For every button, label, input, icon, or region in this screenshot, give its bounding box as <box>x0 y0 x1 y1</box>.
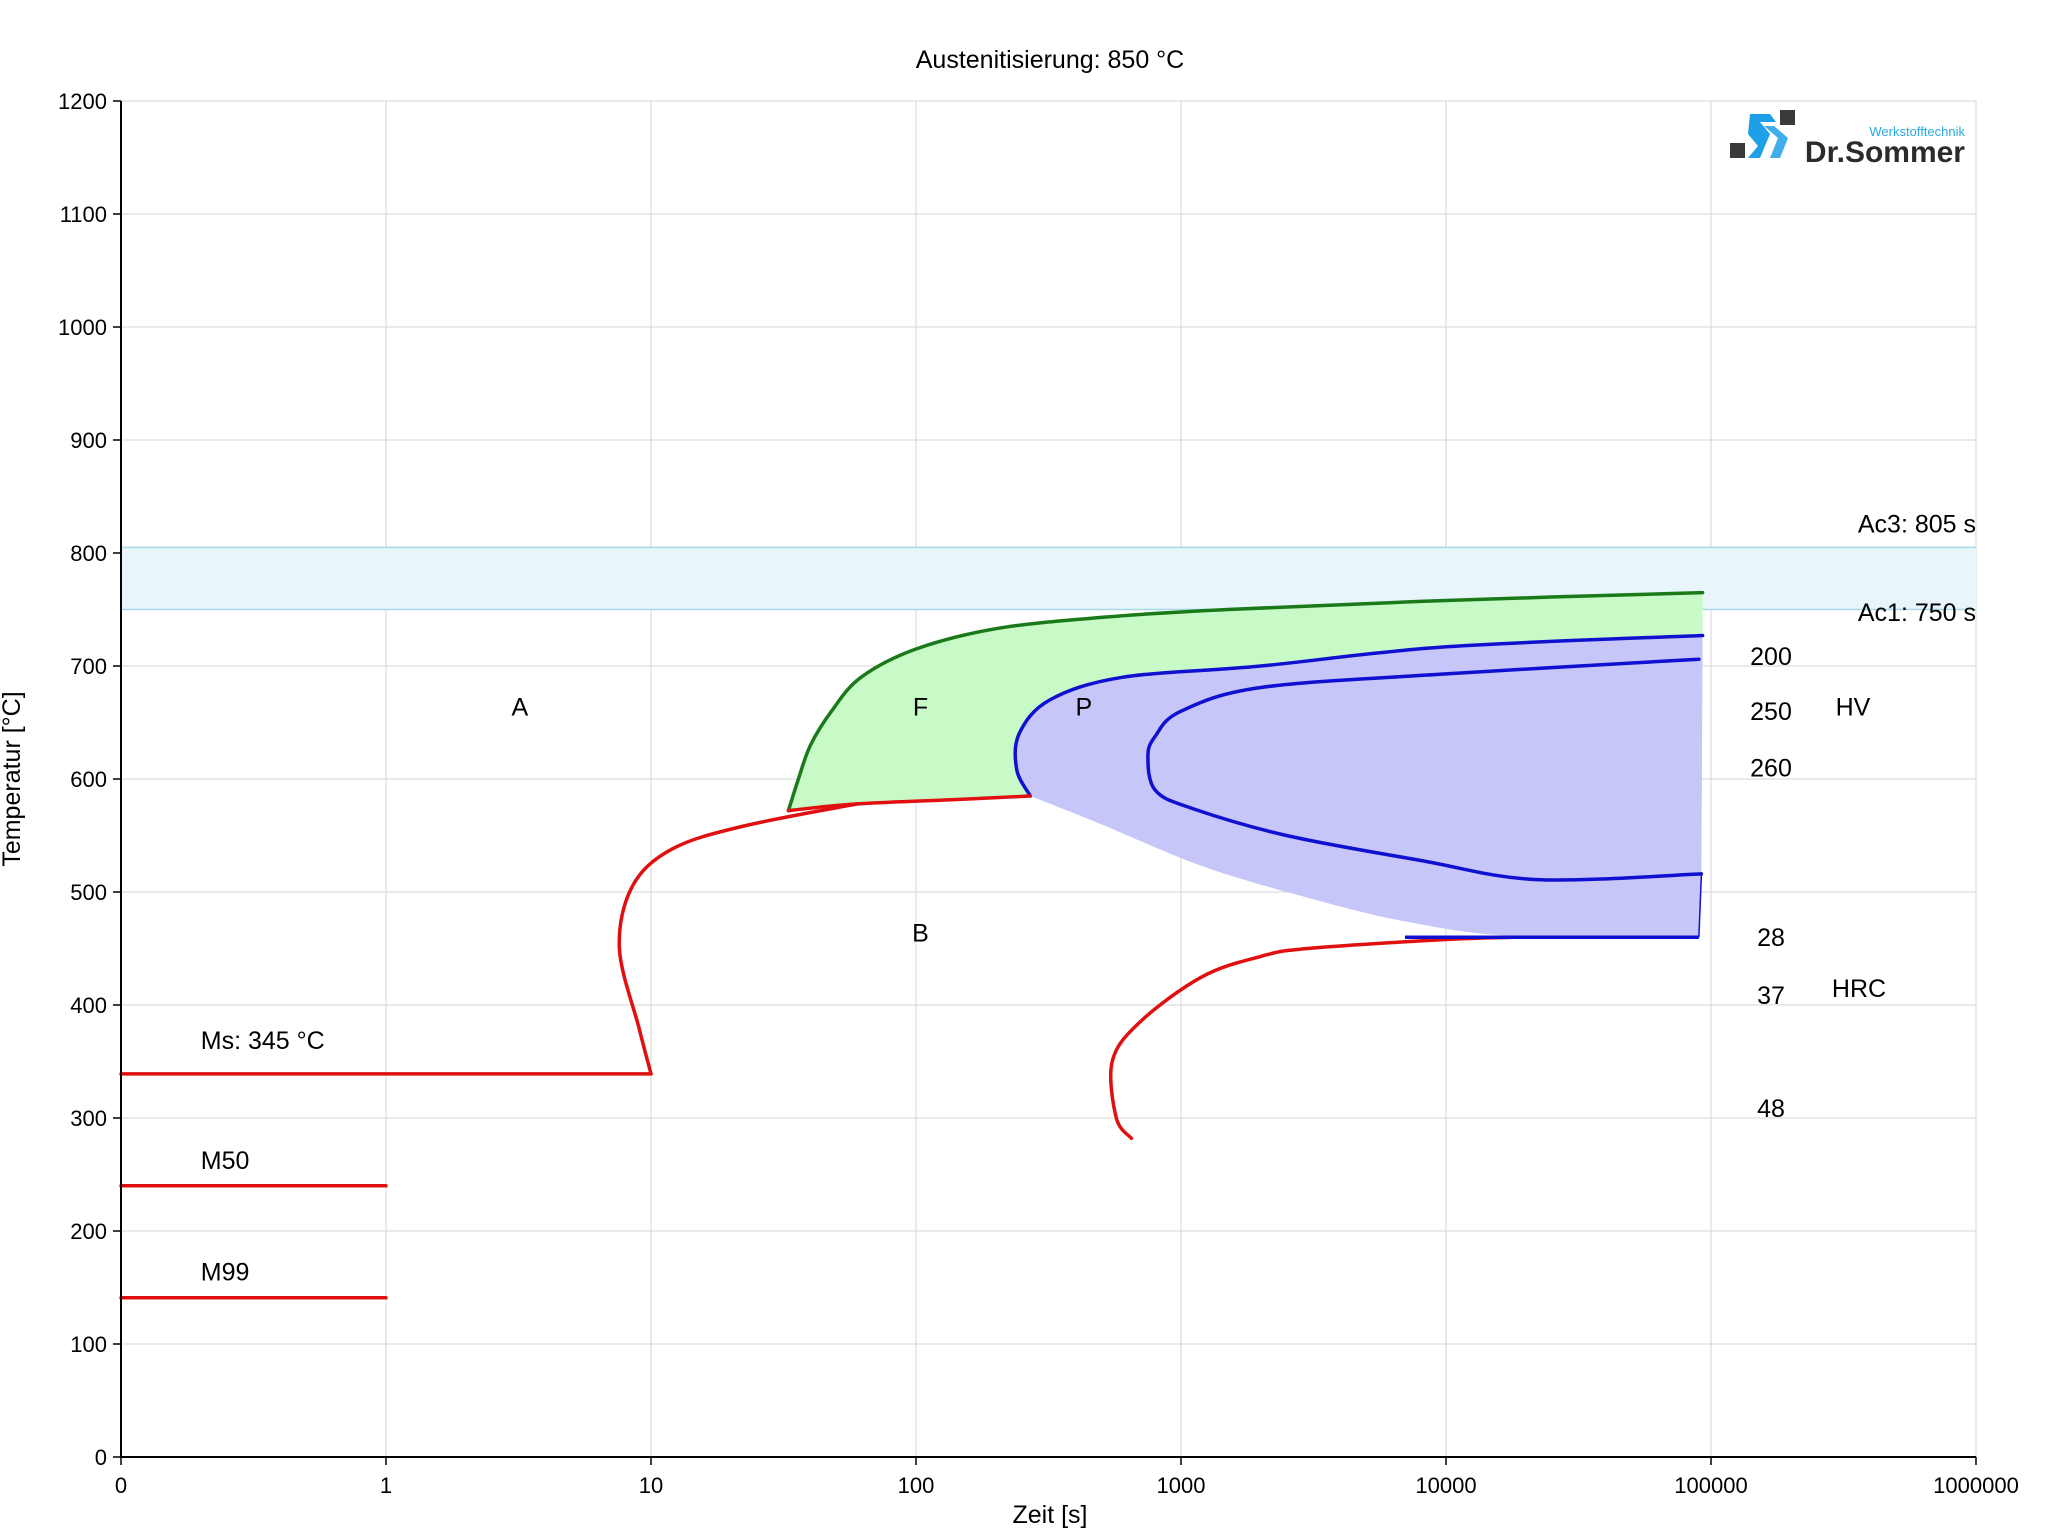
logo-s-mark-icon <box>1764 126 1788 158</box>
line-label: Ms: 345 °C <box>201 1027 325 1055</box>
bainite-lower-curve <box>1108 935 1516 1141</box>
y-tick-label: 200 <box>70 1219 107 1244</box>
logo-square-dark-icon <box>1780 110 1795 125</box>
tick-labels: 0 1 10 100 1000 10000 100000 1000000 0 100 200 300 4… <box>58 89 2019 1498</box>
pearlite-end-curve <box>1146 657 1704 882</box>
pearlite-closing-edge <box>1698 873 1703 938</box>
ferrite-start-curve <box>786 590 1705 813</box>
hardness-hrc-value: 28 <box>1757 924 1785 952</box>
transformation-curves <box>119 590 1705 1300</box>
y-tick-label: 300 <box>70 1106 107 1131</box>
y-tick-label: 100 <box>70 1332 107 1357</box>
chart-title: Austenitisierung: 850 °C <box>916 46 1184 74</box>
y-axis-label: Temperatur [°C] <box>0 691 26 866</box>
x-tick-label: 100 <box>898 1473 935 1498</box>
ferrite-region-fill <box>788 592 1703 811</box>
x-tick-label: 0 <box>115 1473 127 1498</box>
y-tick-label: 1000 <box>58 315 107 340</box>
x-tick-label: 100000 <box>1674 1473 1747 1498</box>
x-tick-label: 1 <box>380 1473 392 1498</box>
x-tick-label: 10000 <box>1415 1473 1476 1498</box>
line-label: M50 <box>201 1147 250 1175</box>
y-tick-label: 500 <box>70 880 107 905</box>
y-tick-label: 700 <box>70 654 107 679</box>
y-tick-label: 600 <box>70 767 107 792</box>
x-tick-label: 1000000 <box>1933 1473 2019 1498</box>
x-tick-label: 1000 <box>1157 1473 1206 1498</box>
logo-subtitle: Werkstofftechnik <box>1869 124 1965 139</box>
x-tick-label: 10 <box>639 1473 663 1498</box>
hardness-hrc-value: 37 <box>1757 982 1785 1010</box>
hardness-hv-value: 200 <box>1750 643 1792 671</box>
band-label: Ac3: 805 s <box>1858 511 1976 539</box>
x-axis-label: Zeit [s] <box>1012 1501 1087 1529</box>
bainite-ferrite-boundary-curve <box>786 794 1033 813</box>
pearlite-start-curve <box>1013 633 1705 798</box>
hardness-hv-value: 250 <box>1750 698 1792 726</box>
region-label: A <box>512 694 529 722</box>
pearlite-region-fill <box>1015 635 1703 938</box>
logo-s-mark-icon <box>1748 114 1776 158</box>
logo-square-dark-icon <box>1730 143 1745 158</box>
region-label: F <box>913 694 928 722</box>
region-label: B <box>912 920 929 948</box>
dr-sommer-logo: Werkstofftechnik Dr.Sommer <box>1730 110 1965 169</box>
y-tick-label: 900 <box>70 428 107 453</box>
logo-name: Dr.Sommer <box>1805 136 1965 169</box>
y-tick-label: 0 <box>95 1445 107 1470</box>
y-tick-label: 1100 <box>60 202 107 227</box>
hardness-hv-value: 260 <box>1750 755 1792 783</box>
hardness-hrc-value: 48 <box>1757 1095 1785 1123</box>
y-tick-label: 800 <box>70 541 107 566</box>
line-label: M99 <box>201 1259 250 1287</box>
y-tick-label: 1200 <box>58 89 107 114</box>
region-label: P <box>1076 694 1093 722</box>
hardness-hv-unit: HV <box>1836 694 1871 722</box>
y-tick-label: 400 <box>70 993 107 1018</box>
bainite-start-curve <box>617 802 859 1076</box>
band-label: Ac1: 750 s <box>1858 599 1976 627</box>
hardness-hrc-unit: HRC <box>1832 975 1886 1003</box>
annotations: Ac3: 805 s Ac1: 750 s Ms: 345 °C M50 M99 A F P B… <box>201 511 1976 1287</box>
